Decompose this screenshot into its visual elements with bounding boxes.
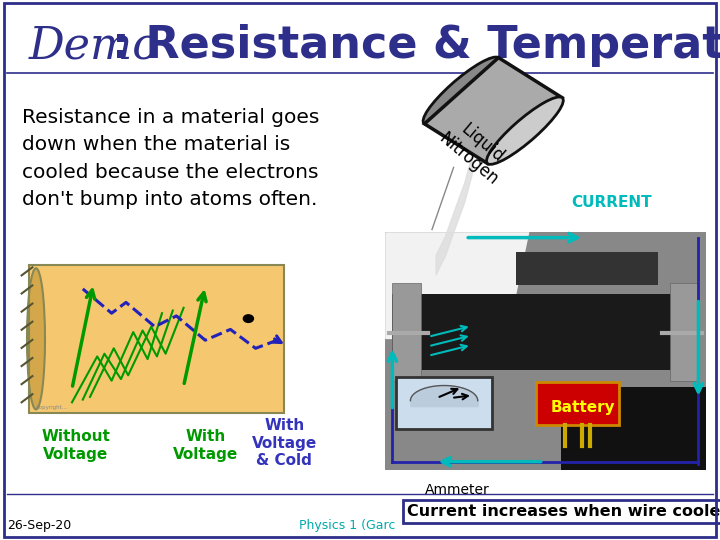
Text: Resistance in a material goes
down when the material is
cooled because the elect: Resistance in a material goes down when … <box>22 108 319 209</box>
Bar <box>396 377 492 429</box>
Text: Physics 1 (Garc: Physics 1 (Garc <box>299 519 395 532</box>
Text: With
Voltage: With Voltage <box>173 429 238 462</box>
FancyBboxPatch shape <box>516 252 658 285</box>
Text: 26-Sep-20: 26-Sep-20 <box>7 519 71 532</box>
Bar <box>670 283 698 381</box>
Bar <box>29 265 284 413</box>
Text: Liquid
Nitrogen: Liquid Nitrogen <box>436 113 515 189</box>
Bar <box>392 294 698 370</box>
Ellipse shape <box>487 97 563 164</box>
Ellipse shape <box>27 268 45 409</box>
Text: Battery: Battery <box>551 400 616 415</box>
Text: CURRENT: CURRENT <box>572 195 652 210</box>
Text: Copyright...: Copyright... <box>36 406 68 410</box>
Bar <box>7 494 713 535</box>
Text: Without
Voltage: Without Voltage <box>41 429 110 462</box>
Text: With
Voltage
& Cold: With Voltage & Cold <box>252 418 317 468</box>
Bar <box>536 382 619 424</box>
Text: Demo: Demo <box>29 24 160 68</box>
Bar <box>425 58 562 164</box>
Circle shape <box>243 315 253 322</box>
Text: Ammeter: Ammeter <box>425 483 490 497</box>
Ellipse shape <box>423 57 500 124</box>
Bar <box>385 232 706 470</box>
Bar <box>392 283 421 381</box>
Text: : Resistance & Temperature: : Resistance & Temperature <box>112 24 720 68</box>
Text: Current increases when wire cooled: Current increases when wire cooled <box>407 504 720 519</box>
Bar <box>562 387 706 470</box>
Polygon shape <box>385 232 529 339</box>
Bar <box>29 265 284 413</box>
